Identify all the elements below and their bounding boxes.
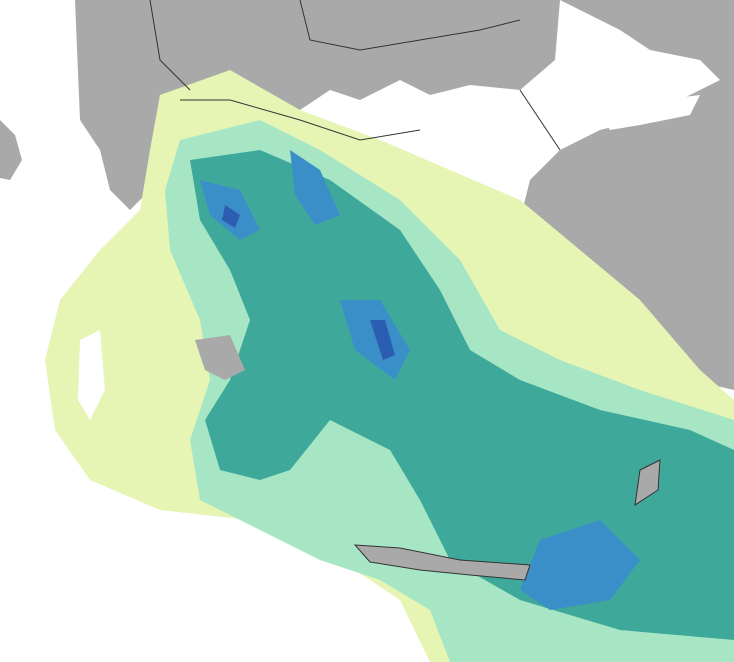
peloponnese-land bbox=[195, 335, 245, 380]
precip-blue bbox=[340, 300, 410, 380]
turkey-land bbox=[520, 0, 734, 390]
balkan-land bbox=[75, 0, 560, 210]
precip-teal bbox=[190, 150, 734, 640]
precip-blue bbox=[520, 520, 640, 610]
precip-light-island bbox=[78, 330, 105, 420]
precip-dark-blue bbox=[370, 320, 395, 360]
rhodes bbox=[634, 459, 661, 507]
italy-land bbox=[0, 120, 22, 180]
marmara-sea bbox=[600, 95, 700, 130]
border-lines bbox=[149, 0, 561, 151]
precip-dark-blue bbox=[222, 205, 240, 228]
precip-blue bbox=[290, 150, 340, 225]
crete bbox=[353, 544, 531, 581]
